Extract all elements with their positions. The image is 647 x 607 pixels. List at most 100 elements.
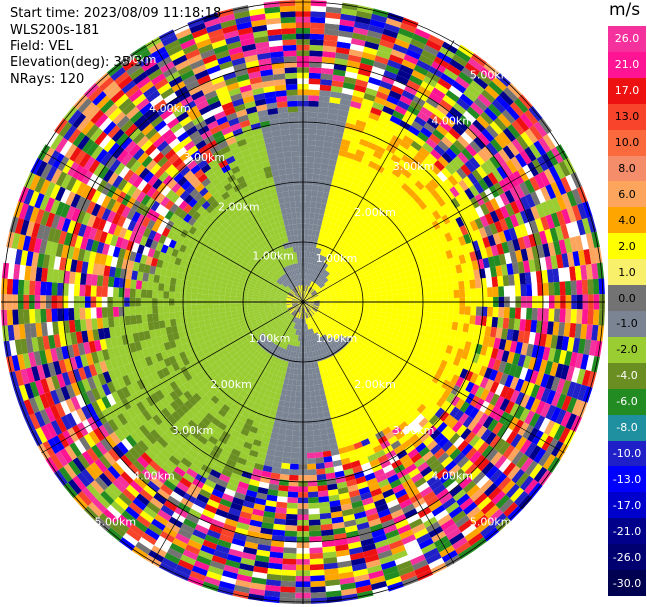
range-gate: [304, 346, 307, 353]
range-gate: [186, 316, 194, 324]
range-gate: [350, 183, 359, 191]
range-gate: [320, 163, 329, 171]
range-gate: [596, 262, 605, 279]
range-gate: [515, 135, 529, 150]
range-gate: [307, 294, 312, 299]
range-gate: [492, 306, 499, 318]
range-gate: [464, 404, 475, 417]
range-gate: [524, 479, 539, 495]
range-gate: [325, 265, 331, 271]
range-gate: [391, 251, 399, 259]
range-gate: [347, 341, 355, 349]
range-gate: [96, 317, 104, 330]
range-gate: [410, 328, 418, 336]
range-gate: [451, 273, 459, 283]
range-gate: [318, 101, 330, 108]
range-gate: [328, 287, 335, 292]
range-gate: [278, 484, 289, 492]
range-gate: [470, 306, 477, 316]
range-gate: [321, 197, 328, 205]
range-gate: [313, 305, 319, 309]
range-gate: [84, 307, 92, 320]
range-gate: [307, 491, 319, 498]
range-gate: [325, 298, 331, 301]
range-gate: [360, 133, 372, 142]
range-gate: [489, 197, 500, 211]
range-gate: [485, 246, 494, 258]
range-gate: [309, 56, 323, 63]
range-gate: [515, 436, 528, 451]
range-gate: [309, 212, 315, 219]
range-gate: [510, 433, 523, 448]
range-gate: [316, 279, 322, 285]
range-gate: [345, 312, 352, 317]
range-gate: [381, 168, 392, 178]
range-gate: [310, 196, 317, 203]
range-gate: [373, 182, 383, 192]
range-gate: [308, 89, 320, 96]
range-gate: [327, 193, 335, 201]
range-gate: [405, 220, 414, 230]
range-gate: [368, 285, 375, 290]
range-gate: [478, 365, 488, 377]
range-gate: [163, 312, 170, 321]
range-gate: [310, 580, 326, 588]
range-gate: [405, 211, 414, 221]
range-gate: [372, 224, 381, 233]
range-gate: [435, 227, 445, 237]
range-gate: [363, 209, 372, 218]
range-gate: [337, 261, 344, 268]
range-gate: [315, 134, 325, 142]
range-gate: [425, 291, 432, 299]
range-gate: [397, 330, 405, 338]
range-gate: [404, 326, 412, 334]
range-gate: [420, 186, 431, 197]
range-gate: [323, 186, 331, 194]
range-gate: [341, 2, 359, 11]
range-gate: [491, 276, 499, 288]
range-gate: [373, 96, 387, 106]
range-gate: [535, 203, 546, 218]
range-gate: [338, 24, 354, 33]
range-gate: [376, 259, 384, 266]
range-gate: [319, 295, 325, 299]
range-gate: [281, 569, 296, 576]
range-gate: [318, 293, 325, 297]
range-gate: [473, 181, 485, 194]
range-gate: [393, 256, 402, 264]
range-gate: [415, 165, 427, 177]
range-gate: [312, 276, 317, 283]
range-gate: [366, 353, 374, 361]
range-gate: [401, 337, 409, 345]
range-gate: [349, 339, 357, 346]
range-gate: [306, 435, 314, 442]
range-gate: [314, 278, 319, 284]
range-gate: [319, 249, 325, 256]
range-gate: [334, 311, 341, 316]
range-gate: [307, 235, 312, 242]
range-gate: [340, 138, 351, 147]
range-gate: [406, 275, 413, 283]
range-gate: [473, 75, 489, 90]
range-gate: [403, 304, 410, 311]
range-gate: [486, 306, 494, 317]
range-gate: [326, 259, 332, 266]
range-gate: [444, 361, 453, 372]
range-gate: [347, 146, 358, 155]
range-gate: [449, 159, 461, 172]
range-gate: [461, 244, 470, 255]
range-gate: [425, 137, 438, 149]
range-gate: [319, 304, 326, 307]
range-gate: [400, 371, 410, 381]
range-gate: [362, 247, 370, 255]
range-gate: [322, 45, 337, 53]
range-gate: [431, 333, 439, 342]
range-gate: [362, 152, 373, 161]
range-gate: [291, 385, 297, 392]
range-gate: [350, 100, 362, 109]
range-gate: [404, 366, 413, 375]
range-gate: [375, 145, 386, 155]
range-gate: [308, 303, 314, 306]
range-gate: [347, 295, 354, 299]
range-gate: [292, 424, 300, 431]
